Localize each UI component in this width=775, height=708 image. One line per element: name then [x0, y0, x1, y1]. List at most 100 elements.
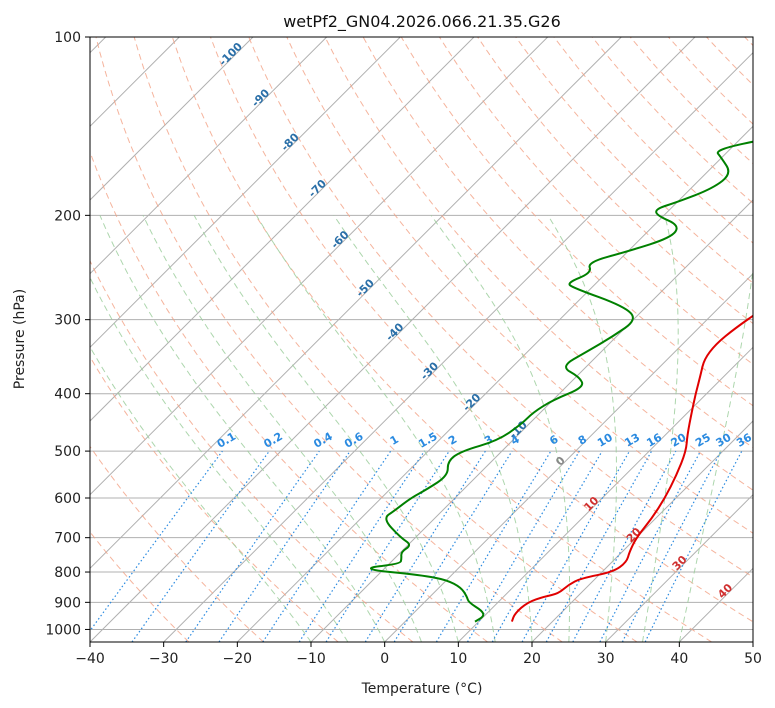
isotherm-gridline [678, 567, 753, 642]
mixing-ratio-label: 16 [644, 431, 664, 450]
dry-adiabat [591, 37, 753, 204]
x-tick-label: 10 [449, 651, 467, 667]
isotherm-gridline [90, 37, 328, 275]
mixing-ratio-label: 1 [388, 433, 401, 448]
x-tick-label: 30 [597, 651, 615, 667]
x-tick-label: −10 [296, 651, 326, 667]
mixing-ratio-label: 0.6 [342, 430, 366, 451]
mixing-ratio-line [262, 450, 392, 642]
x-tick-label: 50 [744, 651, 762, 667]
x-tick-label: 0 [380, 651, 389, 667]
dry-adiabat [477, 37, 753, 325]
isotherm-gridline [457, 346, 753, 642]
mixing-ratio-label: 30 [714, 431, 734, 450]
y-tick-label: 700 [54, 531, 81, 547]
dry-adiabat [90, 531, 190, 642]
isotherm-gridline [531, 420, 753, 642]
mixing-ratio-line [572, 450, 677, 642]
mixing-ratio-line [298, 450, 425, 642]
x-tick-label: 20 [523, 651, 541, 667]
moist-adiabat [142, 215, 422, 642]
mixing-ratio-label: 13 [622, 431, 642, 450]
dry-adiabat [90, 355, 339, 642]
chart-title: wetPf2_GN04.2026.066.21.35.G26 [283, 12, 561, 32]
plot-frame [89, 36, 754, 643]
isotherm-label: -30 [418, 359, 441, 382]
y-tick-label: 900 [54, 595, 81, 611]
x-tick-label: −30 [149, 651, 179, 667]
dry-adiabat [706, 37, 753, 86]
mixing-ratio-label: 6 [547, 433, 560, 448]
mixing-ratio-label: 25 [693, 431, 713, 450]
isotherm-gridline [90, 37, 549, 496]
dry-adiabat [324, 37, 753, 491]
dry-adiabat [744, 37, 753, 47]
dry-adiabat [362, 37, 753, 449]
x-axis-title: Temperature (°C) [361, 681, 483, 697]
mixing-ratio-label: 0.1 [215, 430, 238, 451]
dry-adiabat [90, 445, 264, 642]
mixing-ratio-label: 1.5 [416, 430, 439, 451]
isotherm-gridline [384, 272, 753, 642]
isotherm-gridline [90, 37, 254, 201]
mixing-ratio-line [218, 450, 351, 642]
isotherm-gridline [90, 37, 401, 349]
isotherm-label: -90 [249, 86, 272, 109]
mixing-ratio-line [466, 450, 580, 642]
moist-adiabat [430, 215, 571, 642]
x-tick-label: −20 [223, 651, 253, 667]
dry-adiabat [629, 37, 753, 165]
dry-adiabat [90, 150, 488, 642]
mixing-ratio-line [545, 450, 653, 642]
mixing-ratio-line [325, 450, 450, 642]
y-axis-title: Pressure (hPa) [12, 289, 28, 389]
dry-adiabat [248, 37, 753, 578]
mixing-ratio-line [185, 450, 320, 642]
isotherm-label: -80 [279, 130, 302, 153]
moist-adiabat [90, 345, 312, 642]
mixing-ratio-line [90, 450, 223, 632]
dry-adiabat [553, 37, 753, 244]
isotherm-gridline [605, 493, 753, 642]
mixing-ratio-label: 36 [734, 431, 754, 450]
moist-adiabat [642, 215, 679, 642]
moist-adiabat [547, 215, 617, 642]
x-tick-label: −40 [75, 651, 105, 667]
y-tick-label: 400 [54, 387, 81, 403]
mixing-ratio-line [491, 450, 603, 642]
mixing-ratio-line [599, 450, 702, 642]
x-tick-label: 40 [670, 651, 688, 667]
mixing-ratio-line [131, 450, 270, 642]
moist-adiabat [99, 215, 386, 642]
moist-adiabat [678, 265, 753, 642]
isotherm-gridline [752, 641, 753, 642]
isotherm-gridline [163, 51, 753, 642]
mixing-ratio-label: 0.2 [262, 430, 285, 451]
x-axis: −40 −30 −20 −10 0 10 20 30 40 50 [75, 642, 762, 667]
mixing-ratio-line [393, 450, 513, 642]
isotherm-label: -60 [328, 228, 351, 251]
y-tick-label: 1000 [45, 622, 81, 638]
isotherm-gridline [310, 199, 753, 642]
y-tick-label: 800 [54, 565, 81, 581]
isotherm-gridline [90, 37, 696, 642]
dry-adiabat [400, 37, 753, 407]
y-axis: 100 200 300 400 500 600 700 800 900 1000 [45, 30, 90, 638]
isotherm-label: -70 [306, 177, 329, 200]
mixing-ratio-line [364, 450, 486, 642]
moist-adiabat [193, 215, 459, 642]
dry-adiabat [515, 37, 753, 284]
dewpoint-profile [370, 140, 753, 623]
y-tick-label: 500 [54, 444, 81, 460]
isotherm-label: -100 [216, 40, 245, 69]
dry-adiabat [210, 37, 753, 623]
y-tick-label: 600 [54, 491, 81, 507]
dry-adiabat [171, 37, 712, 642]
dry-adiabat [90, 259, 414, 642]
y-tick-label: 200 [54, 208, 81, 224]
dry-adiabat [95, 37, 563, 642]
mixing-ratio-label: 10 [595, 431, 615, 450]
isotherm-gridline [236, 125, 753, 642]
moist-adiabat [333, 215, 533, 642]
